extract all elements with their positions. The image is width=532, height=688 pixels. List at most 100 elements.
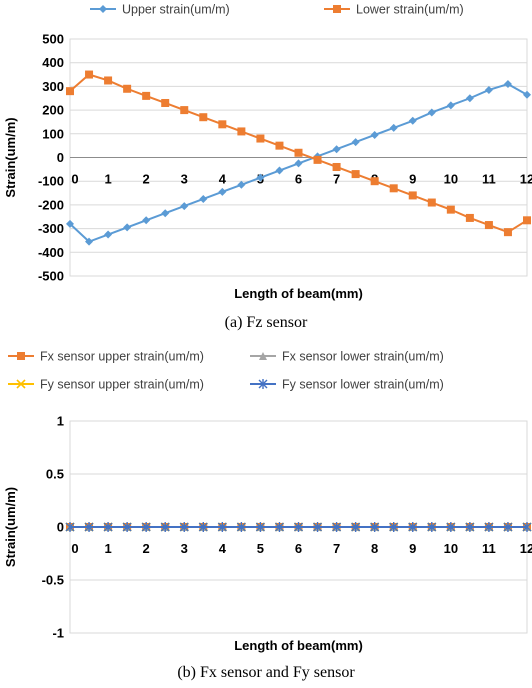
data-point [218, 187, 227, 196]
data-point [484, 221, 493, 230]
data-point [199, 113, 208, 122]
data-point [523, 90, 531, 99]
y-tick-label: -100 [38, 174, 64, 189]
data-point [255, 522, 265, 532]
data-point [256, 173, 265, 182]
data-point [484, 85, 493, 94]
legend-entry: Fx sensor lower strain(um/m) [250, 350, 444, 364]
y-axis-title: Strain(um/m) [3, 487, 18, 567]
legend-symbol [250, 379, 276, 389]
data-point [332, 522, 342, 532]
legend-label: Lower strain(um/m) [356, 3, 464, 17]
x-tick-label: 12 [520, 541, 532, 556]
data-point [294, 159, 303, 168]
x-tick-label: 0 [71, 541, 78, 556]
y-tick-label: 1 [57, 414, 64, 429]
data-point [161, 209, 170, 218]
x-tick-label: 4 [219, 541, 227, 556]
data-point [408, 116, 417, 125]
data-point [294, 148, 303, 157]
data-point [389, 123, 398, 132]
data-point [313, 522, 323, 532]
data-point [503, 80, 512, 89]
data-point [123, 223, 132, 232]
data-point [408, 522, 418, 532]
y-tick-label: 0 [57, 150, 64, 165]
x-axis-title: Length of beam(mm) [234, 286, 363, 301]
data-point [142, 216, 151, 225]
x-tick-label: 9 [409, 541, 416, 556]
y-tick-label: -1 [52, 626, 64, 641]
legend-label: Fy sensor upper strain(um/m) [40, 378, 204, 392]
data-point [123, 84, 132, 93]
data-point [465, 94, 474, 103]
y-tick-label: 0.5 [46, 467, 64, 482]
data-point [84, 522, 94, 532]
legend-symbol [324, 5, 350, 13]
data-point [180, 202, 189, 211]
data-point [351, 522, 361, 532]
data-point [85, 70, 94, 79]
data-point [446, 101, 455, 110]
x-tick-label: 11 [482, 541, 496, 556]
data-point [237, 180, 246, 189]
data-point [389, 184, 398, 193]
data-point [142, 91, 151, 100]
data-point [503, 522, 513, 532]
x-tick-label: 6 [295, 541, 302, 556]
data-point [274, 522, 284, 532]
x-tick-label: 8 [371, 541, 378, 556]
x-tick-label: 10 [444, 172, 458, 187]
data-point [66, 87, 74, 96]
data-point [256, 134, 265, 143]
data-point [294, 522, 303, 532]
legend-label: Fx sensor upper strain(um/m) [40, 350, 204, 364]
caption-fx-fy-sensor: (b) Fx sensor and Fy sensor [177, 664, 355, 681]
data-point [141, 522, 151, 532]
x-tick-label: 11 [482, 172, 496, 187]
x-tick-label: 10 [444, 541, 458, 556]
legend-symbol [90, 5, 116, 13]
legend-entry: Fy sensor lower strain(um/m) [250, 378, 444, 392]
data-point [161, 98, 170, 107]
x-tick-label: 3 [181, 172, 188, 187]
data-point [427, 522, 437, 532]
data-point [313, 155, 322, 164]
data-point [66, 219, 74, 228]
legend-label: Fy sensor lower strain(um/m) [282, 378, 444, 392]
data-point [522, 522, 532, 532]
data-point [217, 522, 227, 532]
data-point [237, 127, 246, 136]
data-point [275, 141, 284, 150]
data-point [427, 108, 436, 117]
data-point [484, 522, 494, 532]
data-point [427, 198, 436, 207]
data-point [180, 106, 189, 115]
y-tick-label: -0.5 [42, 573, 64, 588]
data-point [370, 522, 380, 532]
data-point [523, 216, 531, 225]
data-point [332, 162, 341, 171]
legend-symbol [8, 352, 34, 360]
y-tick-label: 400 [42, 55, 64, 70]
legend-label: Fx sensor lower strain(um/m) [282, 350, 444, 364]
series-4 [65, 522, 532, 532]
y-tick-label: 100 [42, 126, 64, 141]
x-tick-label: 0 [71, 172, 78, 187]
legend-entry: Upper strain(um/m) [90, 3, 230, 17]
data-point [370, 130, 379, 139]
x-tick-label: 1 [104, 172, 111, 187]
y-tick-label: -300 [38, 221, 64, 236]
data-point [103, 522, 113, 532]
x-tick-label: 2 [143, 172, 150, 187]
x-tick-label: 6 [295, 172, 302, 187]
x-tick-label: 2 [143, 541, 150, 556]
caption-fz-sensor: (a) Fz sensor [224, 314, 308, 331]
x-tick-label: 9 [409, 172, 416, 187]
legend-entry: Fx sensor upper strain(um/m) [8, 350, 204, 364]
data-point [122, 522, 132, 532]
data-point [332, 145, 341, 154]
